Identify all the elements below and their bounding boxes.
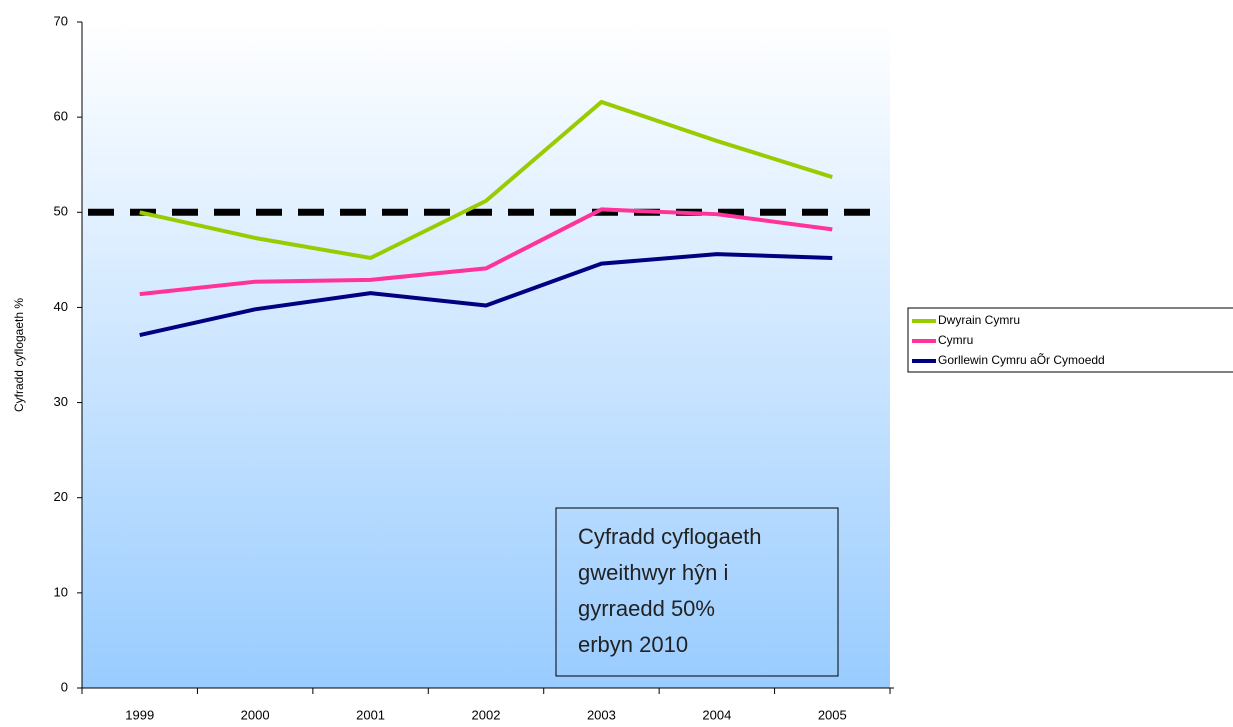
x-tick-label: 2001	[356, 707, 385, 722]
y-tick-label: 10	[54, 584, 68, 599]
x-tick-label: 2005	[818, 707, 847, 722]
y-tick-label: 20	[54, 489, 68, 504]
legend-label: Gorllewin Cymru aÕr Cymoedd	[938, 352, 1105, 367]
legend-label: Dwyrain Cymru	[938, 313, 1020, 327]
series-line	[139, 207, 833, 297]
annotation-text: Cyfradd cyflogaeth	[578, 524, 761, 549]
x-tick-label: 1999	[125, 707, 154, 722]
y-tick-label: 50	[54, 204, 68, 219]
x-tick-label: 2003	[587, 707, 616, 722]
series-line	[139, 252, 833, 337]
series-line	[139, 99, 833, 260]
x-tick-label: 2004	[702, 707, 731, 722]
y-tick-label: 30	[54, 394, 68, 409]
x-tick-label: 2002	[472, 707, 501, 722]
annotation-text: gweithwyr hŷn i	[578, 560, 728, 585]
legend-box	[907, 307, 1233, 373]
y-tick-label: 0	[61, 679, 68, 694]
annotation-text: erbyn 2010	[578, 632, 688, 657]
y-tick-label: 70	[54, 13, 68, 28]
y-axis-label: Cyfradd cyflogaeth %	[12, 298, 26, 412]
x-tick-label: 2000	[241, 707, 270, 722]
legend-label: Cymru	[938, 333, 973, 347]
y-tick-label: 40	[54, 299, 68, 314]
y-tick-label: 60	[54, 109, 68, 124]
annotation-box	[555, 507, 839, 677]
annotation-text: gyrraedd 50%	[578, 596, 715, 621]
plot-area	[82, 22, 890, 688]
